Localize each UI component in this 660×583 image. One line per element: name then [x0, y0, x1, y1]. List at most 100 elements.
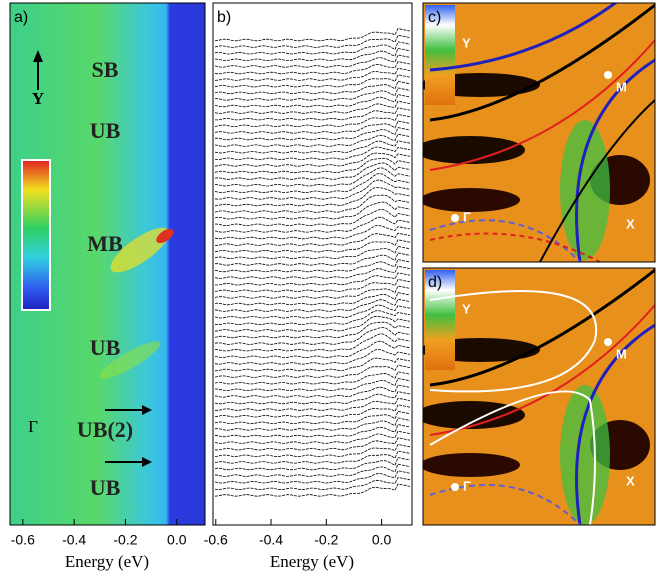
edc-trace	[214, 173, 411, 194]
edc-trace	[214, 216, 411, 233]
edc-trace	[214, 61, 411, 75]
edc-trace	[214, 304, 411, 319]
green-region	[560, 120, 610, 260]
green-region	[560, 385, 610, 525]
band-curve	[429, 268, 655, 387]
panel-d: d) Y M Γ X	[423, 268, 655, 525]
axis-label: Y	[32, 89, 44, 108]
edc-trace	[214, 54, 411, 68]
edc-trace	[214, 245, 411, 260]
x-tick-label: -0.4	[62, 532, 86, 548]
edc-trace	[214, 371, 411, 385]
edc-trace	[214, 321, 411, 339]
edc-trace	[214, 239, 411, 253]
edc-trace	[214, 417, 411, 431]
edc-trace	[214, 167, 411, 187]
band-curve	[429, 3, 618, 72]
annotation: Γ	[463, 209, 471, 224]
edc-trace	[214, 315, 411, 332]
edc-trace	[214, 232, 411, 246]
edc-trace	[214, 209, 411, 227]
edc-trace	[214, 430, 411, 444]
x-tick-label: -0.6	[204, 532, 228, 548]
panel-label: d)	[428, 274, 442, 291]
edc-trace	[214, 470, 411, 484]
image	[423, 268, 655, 525]
edc-trace	[215, 107, 411, 121]
band-label: MB	[87, 231, 123, 256]
edc-trace	[214, 483, 411, 497]
arrow-head	[142, 457, 152, 467]
edc-trace	[214, 437, 411, 451]
edc-trace	[215, 252, 411, 266]
edc-trace	[214, 377, 411, 392]
edc-trace	[214, 463, 411, 477]
band-label: SB	[92, 57, 119, 82]
edc-trace	[214, 292, 411, 306]
band-curve	[575, 58, 655, 262]
edc-trace	[214, 146, 411, 161]
x-tick-label: -0.6	[11, 532, 35, 548]
hot-spot	[156, 228, 174, 244]
point	[604, 71, 612, 79]
edc-trace	[214, 201, 411, 220]
band-curve	[429, 484, 581, 525]
edc-trace	[215, 397, 411, 411]
edc-trace	[214, 113, 411, 128]
point	[451, 483, 459, 491]
annotation: Γ	[463, 478, 471, 493]
edc-trace	[214, 152, 411, 167]
edc-trace	[214, 424, 411, 438]
edc-trace	[214, 194, 411, 213]
edc-trace	[214, 224, 411, 240]
edc-trace	[214, 133, 411, 147]
x-axis-label: Energy (eV)	[270, 552, 354, 571]
dark-region	[423, 453, 520, 477]
band-label: UB	[90, 118, 121, 143]
arrow-head	[33, 50, 43, 62]
edc-trace	[214, 28, 411, 42]
edc-trace	[214, 100, 411, 114]
edc-trace	[214, 298, 411, 312]
hot-spot	[110, 227, 170, 273]
point-label: Γ	[28, 417, 38, 436]
panel-c: c) Y M Γ X	[423, 3, 655, 262]
edc-trace	[214, 41, 411, 55]
panel-label: c)	[428, 9, 441, 26]
edc-trace	[214, 340, 411, 359]
frame	[422, 2, 656, 263]
edc-trace	[214, 384, 411, 398]
band-curve	[429, 290, 598, 393]
edc-trace	[214, 357, 411, 372]
dark-region	[423, 401, 525, 429]
band-curve	[575, 323, 655, 525]
edc-trace	[214, 94, 411, 108]
band-curve	[539, 99, 655, 262]
annotation: M	[616, 346, 627, 361]
x-tick-label: 0.0	[372, 532, 392, 548]
edc-trace	[214, 278, 411, 292]
band-curve	[429, 390, 596, 525]
edc-trace	[214, 310, 411, 326]
colorbar	[21, 159, 51, 311]
edc-trace	[214, 34, 411, 48]
edc-trace	[214, 348, 411, 365]
image	[423, 3, 655, 262]
edc-trace	[214, 265, 411, 279]
colorbar	[425, 270, 455, 370]
edc-trace	[214, 120, 411, 134]
point	[451, 214, 459, 222]
annotation: X	[626, 216, 635, 231]
arrow-head	[142, 405, 152, 415]
edc-trace	[214, 333, 411, 352]
plot-area	[212, 2, 413, 526]
panel-label: b)	[217, 9, 231, 26]
edc-trace	[214, 259, 411, 273]
edc-trace	[214, 80, 411, 95]
edc-trace	[214, 327, 411, 345]
edc-trace	[214, 67, 411, 81]
annotation: Y	[462, 301, 471, 316]
band-label: UB(2)	[77, 417, 133, 442]
edc-trace	[214, 450, 411, 464]
